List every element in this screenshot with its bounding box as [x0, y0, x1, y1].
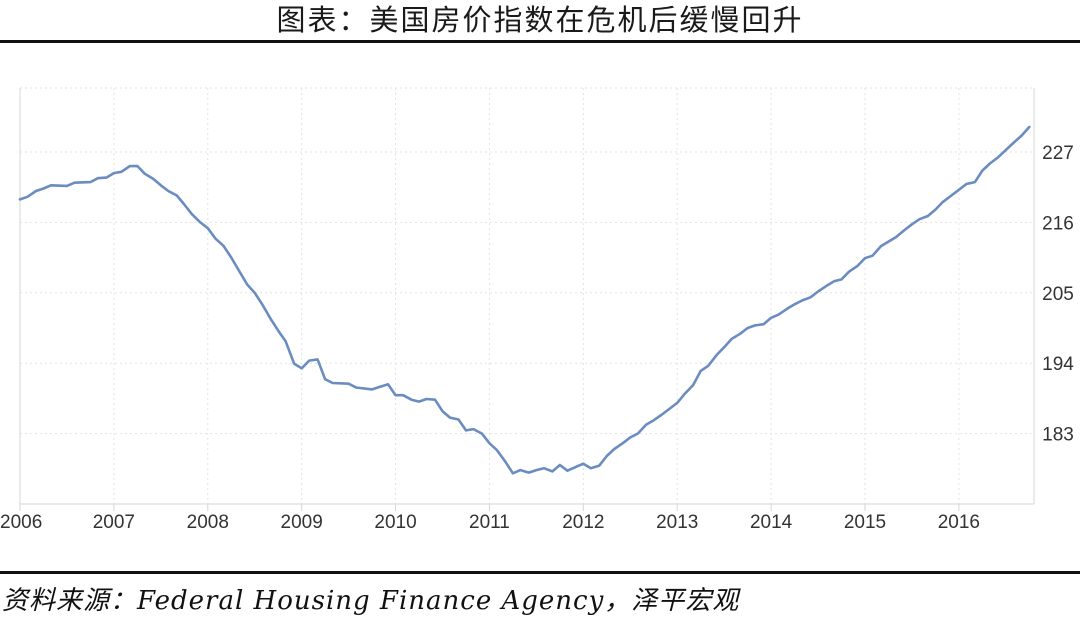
line-chart: 183 194 205 216 227 2006 2007 2008 2009 2010 2011 2… [0, 87, 1074, 533]
y-tick-label-216: 216 [1042, 213, 1074, 234]
x-tick-label-2009: 2009 [281, 512, 323, 533]
bottom-rule [0, 571, 1080, 574]
x-tick-label-2006: 2006 [0, 512, 42, 533]
grid-lines [19, 87, 1034, 504]
x-tick-label-2015: 2015 [844, 512, 886, 533]
y-tick-label-205: 205 [1042, 284, 1074, 305]
series-layer [18, 125, 1031, 475]
x-tick-label-2010: 2010 [374, 512, 416, 533]
x-tick-label-2016: 2016 [938, 512, 980, 533]
y-tick-label-227: 227 [1042, 143, 1074, 164]
x-tick-label-2012: 2012 [562, 512, 604, 533]
top-rule [0, 40, 1080, 43]
y-tick-label-194: 194 [1042, 354, 1074, 375]
source-note: 资料来源：Federal Housing Finance Agency，泽平宏观 [2, 586, 740, 616]
axes [19, 88, 1035, 511]
x-tick-label-2013: 2013 [656, 512, 698, 533]
tick-labels: 183 194 205 216 227 2006 2007 2008 2009 2010 2011 2… [0, 143, 1074, 533]
x-tick-label-2008: 2008 [187, 512, 229, 533]
x-tick-label-2014: 2014 [750, 512, 793, 533]
x-tick-label-2007: 2007 [93, 512, 135, 533]
chart-title: 图表：美国房价指数在危机后缓慢回升 [276, 3, 804, 37]
series-line-0 [18, 125, 1031, 475]
y-tick-label-183: 183 [1042, 425, 1074, 446]
x-tick-label-2011: 2011 [469, 512, 510, 533]
